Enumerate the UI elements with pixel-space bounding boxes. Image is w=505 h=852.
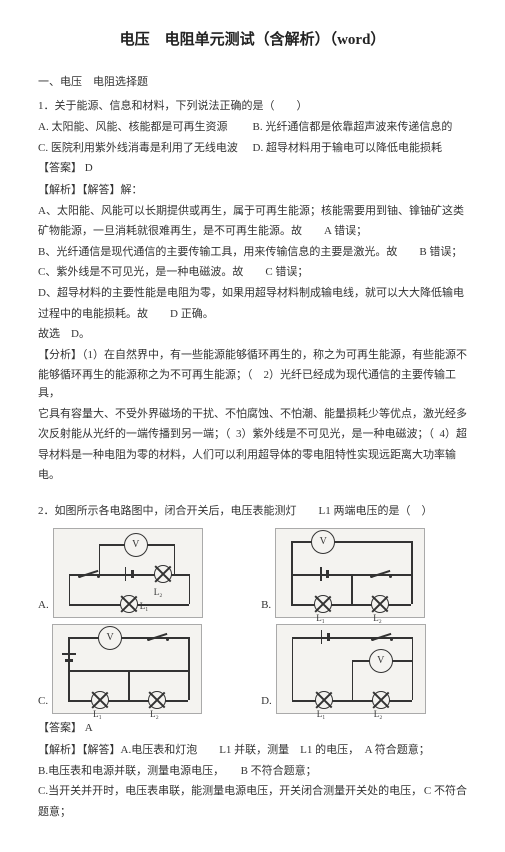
circuit-A-cell: A. V L₂ L₁ [38, 528, 244, 618]
lamp-L1-label: L₁ [93, 707, 102, 721]
lamp-L2-label: L₂ [154, 585, 163, 599]
q1-lineA: A、太阳能、风能可以长期提供或再生，属于可再生能源；核能需要用到铀、镎铀矿这类 [38, 203, 467, 221]
circuit-row-1: A. V L₂ L₁ B. [38, 528, 467, 618]
voltmeter-icon: V [98, 626, 122, 650]
q1-answer: 【答案】 D [38, 160, 467, 178]
q1-lineB: B、光纤通信是现代通信的主要传输工具，用来传输信息的主要是激光。故 B 错误； [38, 244, 467, 262]
circuit-row-2: C. V L₁ L₂ D. [38, 624, 467, 714]
q2-answer: 【答案】 A [38, 720, 467, 738]
lamp-icon [154, 565, 172, 583]
q1-optD: D. 超导材料用于输电可以降低电能损耗 [253, 140, 468, 158]
q2-expC2: C 不符合 [424, 783, 467, 801]
circuit-D-label: D. [261, 693, 272, 711]
voltmeter-icon: V [124, 533, 148, 557]
section-header: 一、电压 电阻选择题 [38, 74, 467, 92]
q2-expA: A.电压表和灯泡 L1 并联，测量 L1 的电压， A 符合题意； [121, 744, 430, 756]
q1-options-row2: C. 医院利用紫外线消毒是利用了无线电波 D. 超导材料用于输电可以降低电能损耗 [38, 140, 467, 158]
q1-ana-label: 【分析】（ [38, 349, 88, 361]
circuit-D-diagram: V L₁ L₂ [276, 624, 426, 714]
circuit-B-label: B. [261, 597, 271, 615]
q1-ana6: 电。 [38, 467, 467, 485]
lamp-L1-label: L₁ [140, 599, 149, 613]
q1-lineD: D、超导材料的主要性能是电阻为零，如果用超导材料制成输电线，就可以大大降低输电 [38, 285, 467, 303]
lamp-L2-label: L₂ [374, 707, 383, 721]
q2-expC1: C.当开关并开时，电压表串联，能测量电源电压，开关闭合测量开关处的电压， [38, 783, 422, 801]
q2-stem: 2．如图所示各电路图中，闭合开关后，电压表能测灯 L1 两端电压的是（ ） [38, 503, 467, 521]
q1-options-row1: A. 太阳能、风能、核能都是可再生资源 B. 光纤通信都是依靠超声波来传递信息的 [38, 119, 467, 137]
voltmeter-icon: V [311, 530, 335, 554]
q2-expB: B.电压表和电源并联，测量电源电压， B 不符合题意； [38, 763, 467, 781]
q2-expC3: 题意； [38, 804, 467, 822]
q1-ana3: 它具有容量大、不受外界磁场的干扰、不怕腐蚀、不怕潮、能量损耗少等优点，激光经多 [38, 406, 467, 424]
circuit-C-label: C. [38, 693, 48, 711]
q1-optA: A. 太阳能、风能、核能都是可再生资源 [38, 119, 253, 137]
q1-optB: B. 光纤通信都是依靠超声波来传递信息的 [253, 119, 468, 137]
lamp-L1-label: L₁ [317, 707, 326, 721]
lamp-L2-label: L₂ [150, 707, 159, 721]
q1-lineA2: 矿物能源，一旦消耗就很难再生，是不可再生能源。故 A 错误； [38, 223, 467, 241]
q1-ana-row4: 次反射能从光纤的一端传播到另一端；（ 3）紫外线是不可见光，是一种电磁波；（ 4… [38, 426, 467, 444]
page-title: 电压 电阻单元测试（含解析）（word） [38, 28, 467, 52]
q1-optC: C. 医院利用紫外线消毒是利用了无线电波 [38, 140, 253, 158]
q1-ana5: 导材料是一种电阻为零的材料，人们可以利用超导体的零电阻特性实现远距离大功率输 [38, 447, 467, 465]
q1-stem: 1．关于能源、信息和材料，下列说法正确的是（ ） [38, 98, 467, 116]
q1-select: 故选 D。 [38, 326, 467, 344]
q1-ana2: 能够循环再生的能源称之为不可再生能源；（ 2）光纤已经成为现代通信的主要传输工具… [38, 367, 467, 402]
q1-lineC: C、紫外线是不可见光，是一种电磁波。故 C 错误； [38, 264, 467, 282]
q2-expA-row: 【解析】【解答】A.电压表和灯泡 L1 并联，测量 L1 的电压， A 符合题意… [38, 742, 467, 760]
q1-lineD2: 过程中的电能损耗。故 D 正确。 [38, 306, 467, 324]
q1-ana1: 1）在自然界中，有一些能源能够循环再生的，称之为可再生能源，有些能源不 [88, 349, 468, 361]
circuit-A-label: A. [38, 597, 49, 615]
q1-ana4b: 3）紫外线是不可见光，是一种电磁波；（ [236, 426, 434, 444]
circuit-D-cell: D. V L₁ L₂ [261, 624, 467, 714]
lamp-icon [120, 595, 138, 613]
q1-ana4a: 次反射能从光纤的一端传播到另一端；（ [38, 426, 231, 444]
voltmeter-icon: V [369, 649, 393, 673]
circuit-C-diagram: V L₁ L₂ [52, 624, 202, 714]
circuit-B-diagram: V L₁ L₂ [275, 528, 425, 618]
circuit-A-diagram: V L₂ L₁ [53, 528, 203, 618]
q1-ana-row1: 【分析】（1）在自然界中，有一些能源能够循环再生的，称之为可再生能源，有些能源不 [38, 347, 467, 365]
q1-ana4c: 4）超 [440, 426, 468, 444]
circuit-B-cell: B. V L₁ L₂ [261, 528, 467, 618]
q1-exp-label: 【解析】【解答】解： [38, 182, 467, 200]
circuit-C-cell: C. V L₁ L₂ [38, 624, 244, 714]
q2-expC-row: C.当开关并开时，电压表串联，能测量电源电压，开关闭合测量开关处的电压， C 不… [38, 783, 467, 801]
q2-exp-head: 【解析】【解答】 [38, 744, 121, 756]
